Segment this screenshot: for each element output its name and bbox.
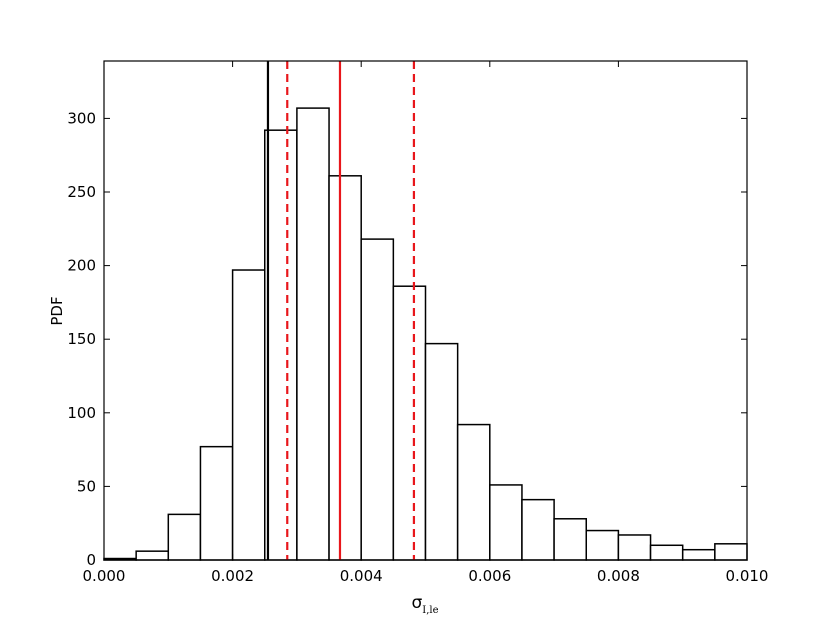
bar	[231, 269, 266, 561]
bar	[392, 285, 427, 561]
bar	[360, 238, 395, 561]
bar	[199, 445, 234, 561]
bar	[521, 498, 555, 561]
bar	[649, 544, 684, 561]
plot-frame	[103, 60, 748, 561]
x-label-subscript: I,le	[422, 605, 438, 616]
x-tick-label: 0.002	[211, 567, 254, 585]
bar	[167, 513, 202, 561]
y-tick-label: 300	[67, 109, 96, 127]
bar	[328, 175, 362, 561]
bar	[135, 550, 170, 561]
y-axis-label: PDF	[48, 296, 66, 325]
x-tick-label: 0.006	[468, 567, 511, 585]
y-tick-label: 200	[67, 257, 96, 275]
x-label-symbol: σ	[411, 593, 422, 613]
y-tick-label: 100	[67, 404, 96, 422]
bar	[424, 342, 459, 561]
x-tick-label: 0.010	[726, 567, 769, 585]
x-axis-label: σI,le	[411, 593, 438, 616]
bar	[617, 534, 652, 561]
bar	[489, 484, 523, 561]
bar	[714, 543, 748, 561]
x-tick-label: 0.008	[597, 567, 640, 585]
bar	[296, 107, 330, 561]
bar	[585, 529, 620, 561]
y-tick-label: 250	[67, 183, 96, 201]
bar	[264, 129, 298, 561]
y-tick-label: 0	[86, 551, 96, 569]
x-tick-label: 0.004	[340, 567, 383, 585]
y-tick-label: 50	[77, 477, 96, 495]
bar	[681, 548, 716, 561]
bar	[456, 423, 491, 561]
y-tick-label: 150	[67, 330, 96, 348]
bar	[553, 518, 587, 561]
x-tick-label: 0.000	[83, 567, 126, 585]
